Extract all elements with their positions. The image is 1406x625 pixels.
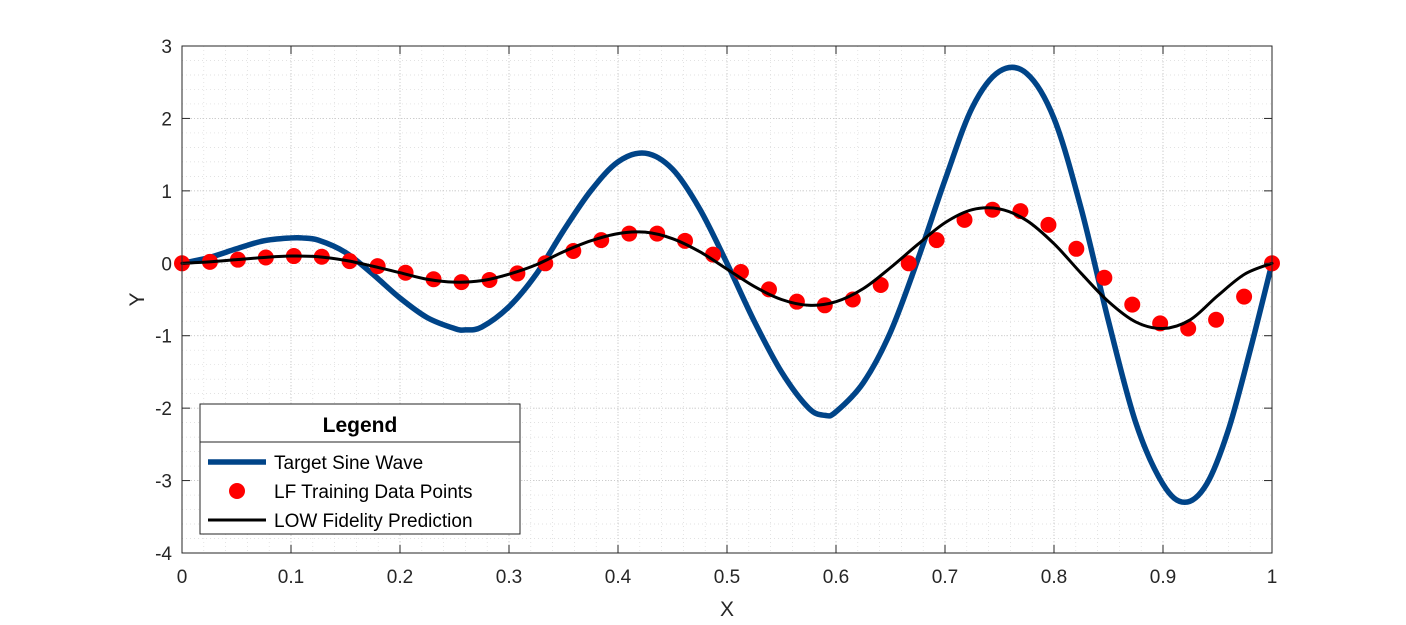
x-tick-label: 0.4	[605, 567, 632, 588]
legend: Legend Target Sine Wave LF Training Data…	[199, 403, 521, 535]
series-group	[174, 64, 1280, 506]
data-point-lf-training	[956, 211, 973, 228]
y-tick-labels: 3 2 1 0 -1 -2 -3 -4	[155, 37, 172, 565]
x-tick-labels: 0 0.1 0.2 0.3 0.4 0.5 0.6 0.7 0.8 0.9 1	[177, 567, 1278, 588]
data-point-lf-training	[1124, 296, 1141, 313]
y-tick-label: 0	[161, 254, 172, 275]
y-tick-label: -2	[155, 399, 172, 420]
y-tick-label: -1	[155, 327, 172, 348]
legend-entry-target-sine-wave: Target Sine Wave	[274, 453, 423, 474]
y-tick-label: 3	[161, 37, 172, 58]
data-point-lf-training	[900, 255, 917, 272]
data-point-lf-training	[1208, 311, 1225, 328]
y-tick-label: 1	[161, 182, 172, 203]
x-tick-label: 0.9	[1150, 567, 1176, 588]
data-point-lf-training	[1068, 240, 1085, 257]
y-tick-label: -4	[155, 544, 172, 565]
data-point-lf-training	[1236, 288, 1253, 305]
x-tick-label: 0.2	[387, 567, 413, 588]
x-axis-label: X	[720, 598, 734, 621]
x-tick-label: 0.7	[932, 567, 958, 588]
series-line-low-fidelity-prediction	[180, 206, 1274, 330]
x-tick-label: 0.8	[1041, 567, 1067, 588]
legend-entry-lf-training-data-points: LF Training Data Points	[274, 482, 473, 503]
data-point-lf-training	[984, 201, 1001, 218]
x-tick-label: 0.1	[278, 567, 304, 588]
legend-entry-low-fidelity-prediction: LOW Fidelity Prediction	[274, 511, 473, 532]
data-point-lf-training	[872, 277, 889, 294]
y-axis-label: Y	[126, 292, 149, 306]
legend-swatch-lf-training-data-points	[229, 483, 245, 499]
series-line-target-sine-wave	[179, 64, 1275, 506]
legend-box	[199, 403, 521, 535]
data-point-lf-training	[1096, 269, 1113, 286]
x-tick-label: 0.5	[714, 567, 740, 588]
x-tick-label: 0.3	[496, 567, 522, 588]
data-point-lf-training	[1040, 216, 1057, 233]
x-tick-label: 1	[1267, 567, 1278, 588]
x-tick-label: 0	[177, 567, 188, 588]
y-tick-label: 2	[161, 109, 172, 130]
y-tick-label: -3	[155, 472, 172, 493]
major-grid	[182, 46, 1272, 553]
legend-title: Legend	[323, 414, 398, 437]
x-tick-label: 0.6	[823, 567, 849, 588]
ticks	[181, 45, 1273, 554]
data-point-lf-training	[928, 232, 945, 249]
